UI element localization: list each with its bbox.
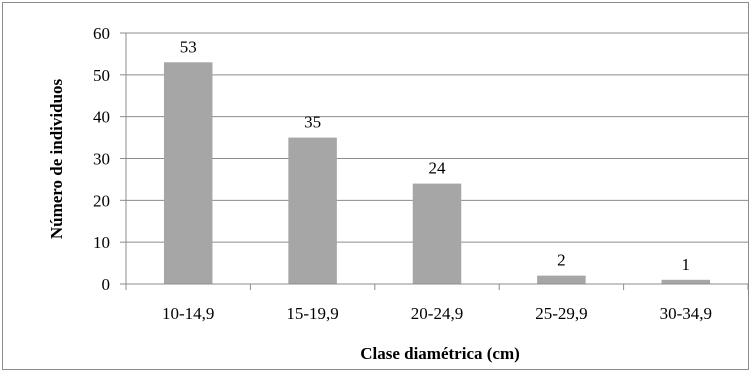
bars xyxy=(163,62,711,285)
data-label: 1 xyxy=(682,255,691,274)
y-axis-title: Número de individuos xyxy=(47,78,66,239)
x-tick-label: 10-14,9 xyxy=(162,304,214,323)
data-label: 35 xyxy=(304,113,321,132)
y-tick-label: 20 xyxy=(93,191,110,210)
y-tick-label: 10 xyxy=(93,233,110,252)
x-tick-label: 20-24,9 xyxy=(411,304,463,323)
y-tick-label: 60 xyxy=(93,24,110,43)
bar xyxy=(163,62,213,285)
data-labels: 53 35 24 2 1 xyxy=(180,37,690,274)
x-axis-title: Clase diamétrica (cm) xyxy=(360,344,520,363)
bar xyxy=(661,279,711,284)
y-tick-labels: 0 10 20 30 40 50 60 xyxy=(93,24,110,294)
data-label: 53 xyxy=(180,37,197,56)
x-tick-labels: 10-14,9 15-19,9 20-24,9 25-29,9 30-34,9 xyxy=(162,304,712,323)
x-tick-label: 30-34,9 xyxy=(660,304,712,323)
x-tick-label: 25-29,9 xyxy=(535,304,587,323)
bar xyxy=(288,137,337,284)
bar xyxy=(412,183,462,284)
data-label: 2 xyxy=(557,251,566,270)
y-tick-label: 50 xyxy=(93,66,110,85)
data-label: 24 xyxy=(429,159,447,178)
x-tick-label: 15-19,9 xyxy=(286,304,338,323)
axes xyxy=(120,32,749,290)
bar xyxy=(537,275,586,284)
y-tick-label: 30 xyxy=(93,150,110,169)
y-tick-label: 40 xyxy=(93,108,110,127)
gridlines xyxy=(126,32,748,243)
y-tick-label: 0 xyxy=(102,275,111,294)
